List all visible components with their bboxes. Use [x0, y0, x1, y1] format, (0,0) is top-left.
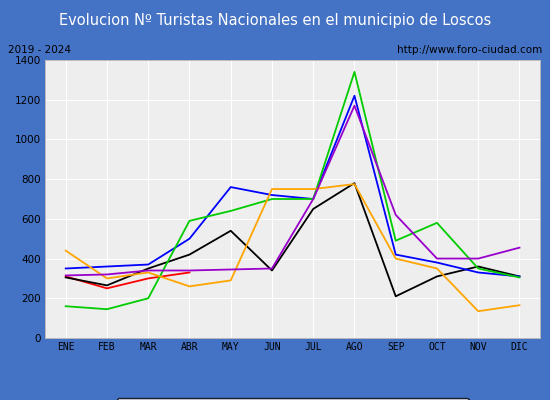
Text: http://www.foro-ciudad.com: http://www.foro-ciudad.com [397, 45, 542, 55]
Text: 2019 - 2024: 2019 - 2024 [8, 45, 72, 55]
Legend: 2024, 2023, 2022, 2021, 2020, 2019: 2024, 2023, 2022, 2021, 2020, 2019 [117, 398, 469, 400]
Text: Evolucion Nº Turistas Nacionales en el municipio de Loscos: Evolucion Nº Turistas Nacionales en el m… [59, 13, 491, 28]
